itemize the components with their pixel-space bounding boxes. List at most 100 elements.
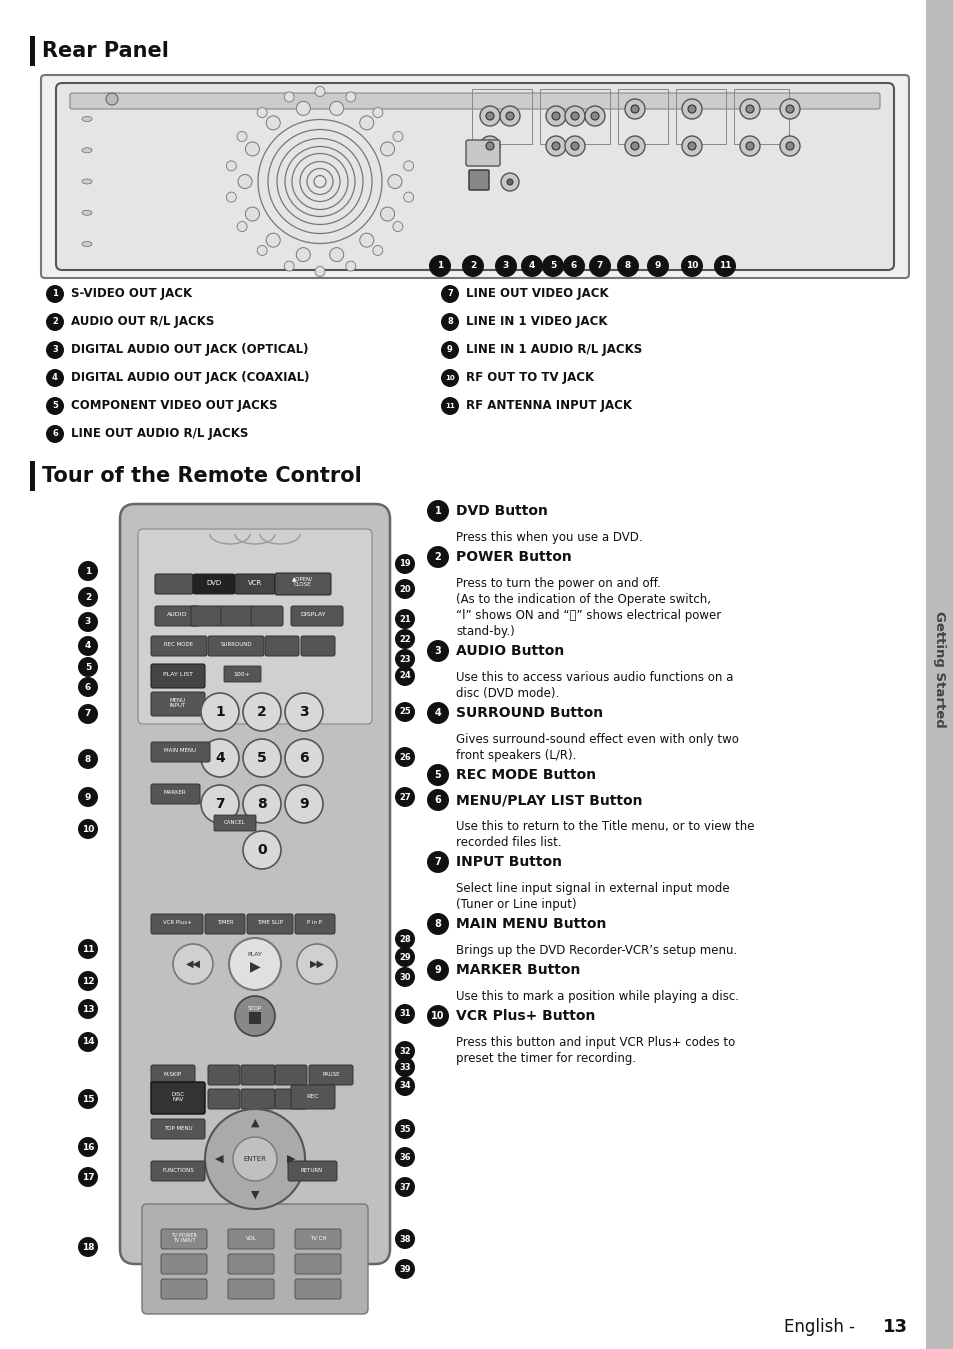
Circle shape	[359, 116, 374, 130]
Circle shape	[440, 370, 458, 387]
FancyBboxPatch shape	[241, 1064, 274, 1085]
Text: 25: 25	[398, 707, 411, 716]
FancyBboxPatch shape	[151, 635, 207, 656]
Text: 10: 10	[82, 824, 94, 834]
Circle shape	[630, 105, 639, 113]
Text: 5: 5	[435, 770, 441, 780]
Circle shape	[243, 785, 281, 823]
Text: 4: 4	[528, 262, 535, 271]
FancyBboxPatch shape	[291, 1085, 335, 1109]
Circle shape	[201, 785, 239, 823]
Text: 19: 19	[398, 560, 411, 568]
Circle shape	[226, 161, 236, 171]
Circle shape	[234, 996, 274, 1036]
Bar	[676, 89, 725, 144]
Circle shape	[427, 764, 449, 786]
Bar	[539, 89, 609, 144]
Circle shape	[680, 255, 702, 277]
Text: 4: 4	[85, 642, 91, 650]
Text: VCR: VCR	[248, 580, 262, 585]
Text: INPUT Button: INPUT Button	[456, 855, 561, 869]
Circle shape	[46, 397, 64, 415]
Bar	[30, 461, 35, 491]
FancyBboxPatch shape	[56, 84, 893, 270]
Text: Tour of the Remote Control: Tour of the Remote Control	[42, 465, 361, 486]
Circle shape	[681, 98, 701, 119]
Circle shape	[395, 1147, 415, 1167]
FancyBboxPatch shape	[154, 575, 193, 594]
Circle shape	[499, 107, 519, 125]
FancyBboxPatch shape	[154, 606, 199, 626]
Text: 3: 3	[502, 262, 509, 271]
Circle shape	[500, 173, 518, 192]
Circle shape	[78, 1089, 98, 1109]
Circle shape	[345, 92, 355, 103]
FancyBboxPatch shape	[274, 1064, 307, 1085]
Circle shape	[284, 262, 294, 271]
Text: 2: 2	[257, 706, 267, 719]
Text: stand-by.): stand-by.)	[456, 625, 515, 638]
Text: 0: 0	[257, 843, 267, 857]
Ellipse shape	[82, 179, 91, 183]
Text: 9: 9	[85, 792, 91, 801]
Text: 8: 8	[624, 262, 631, 271]
Text: 1: 1	[435, 506, 441, 517]
Circle shape	[681, 136, 701, 156]
Text: Gives surround-sound effect even with only two: Gives surround-sound effect even with on…	[456, 733, 739, 746]
Text: Press this button and input VCR Plus+ codes to: Press this button and input VCR Plus+ co…	[456, 1036, 735, 1050]
Text: 31: 31	[398, 1009, 411, 1018]
Text: S-VIDEO OUT JACK: S-VIDEO OUT JACK	[71, 287, 192, 301]
Circle shape	[427, 913, 449, 935]
Text: 8: 8	[85, 754, 91, 764]
Circle shape	[330, 101, 343, 116]
Circle shape	[395, 554, 415, 575]
FancyBboxPatch shape	[294, 1279, 340, 1299]
Text: 3: 3	[52, 345, 58, 355]
Circle shape	[427, 851, 449, 873]
Circle shape	[440, 313, 458, 331]
Circle shape	[395, 1229, 415, 1249]
Text: Brings up the DVD Recorder-VCR’s setup menu.: Brings up the DVD Recorder-VCR’s setup m…	[456, 944, 737, 956]
FancyBboxPatch shape	[274, 573, 331, 595]
Circle shape	[495, 255, 517, 277]
Text: PLAY: PLAY	[247, 951, 262, 956]
Circle shape	[78, 1000, 98, 1018]
Text: PLAY LIST: PLAY LIST	[163, 673, 193, 677]
Text: 8: 8	[435, 919, 441, 929]
Text: preset the timer for recording.: preset the timer for recording.	[456, 1052, 636, 1064]
FancyBboxPatch shape	[161, 1279, 207, 1299]
Text: VCR Plus+ Button: VCR Plus+ Button	[456, 1009, 595, 1023]
Circle shape	[590, 112, 598, 120]
FancyBboxPatch shape	[151, 1161, 205, 1180]
FancyBboxPatch shape	[291, 606, 343, 626]
Text: MARKER: MARKER	[164, 791, 186, 796]
Circle shape	[427, 789, 449, 811]
Circle shape	[285, 785, 323, 823]
Circle shape	[427, 639, 449, 662]
FancyBboxPatch shape	[265, 635, 298, 656]
Circle shape	[545, 136, 565, 156]
Circle shape	[226, 192, 236, 202]
Circle shape	[201, 693, 239, 731]
Circle shape	[780, 136, 800, 156]
Text: RETURN: RETURN	[300, 1167, 323, 1172]
Text: 7: 7	[447, 290, 453, 298]
Circle shape	[172, 944, 213, 983]
Text: 1: 1	[436, 262, 442, 271]
Circle shape	[745, 105, 753, 113]
Text: 22: 22	[398, 634, 411, 643]
Circle shape	[284, 92, 294, 103]
Text: 17: 17	[82, 1172, 94, 1182]
Circle shape	[687, 142, 696, 150]
Text: 14: 14	[82, 1037, 94, 1047]
Text: COMPONENT VIDEO OUT JACKS: COMPONENT VIDEO OUT JACKS	[71, 399, 277, 413]
Text: 37: 37	[399, 1183, 411, 1191]
Text: TIMER: TIMER	[216, 920, 233, 925]
Text: 5: 5	[257, 751, 267, 765]
Circle shape	[233, 1137, 276, 1180]
Text: 34: 34	[398, 1082, 411, 1090]
Text: ▶: ▶	[287, 1153, 294, 1164]
FancyBboxPatch shape	[208, 1089, 240, 1109]
FancyBboxPatch shape	[309, 1064, 353, 1085]
Circle shape	[78, 749, 98, 769]
